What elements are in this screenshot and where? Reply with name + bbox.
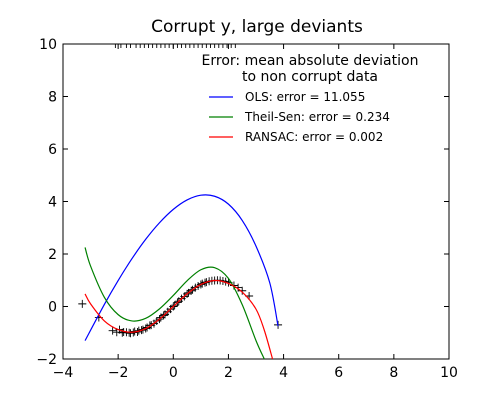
legend-label: OLS: error = 11.055 — [245, 90, 365, 104]
corrupt-point — [148, 44, 157, 48]
corrupt-point — [156, 44, 165, 48]
series-line-0 — [84, 194, 279, 341]
corrupt-point — [169, 44, 178, 48]
series-line-2 — [84, 279, 274, 359]
corrupt-point — [144, 44, 153, 48]
corrupt-point — [165, 44, 174, 48]
corrupt-point — [161, 44, 170, 48]
data-point — [238, 286, 247, 295]
y-tick-label: 4 — [48, 195, 57, 211]
corrupt-point — [227, 44, 236, 48]
x-tick-label: 2 — [224, 365, 233, 381]
x-tick-label: 6 — [334, 365, 343, 381]
corrupt-point — [202, 44, 211, 48]
y-tick-label: 8 — [48, 90, 57, 106]
corrupt-point — [198, 44, 207, 48]
y-tick-label: −2 — [36, 352, 57, 368]
x-tick-label: 4 — [279, 365, 288, 381]
legend-title: Error: mean absolute deviation — [202, 53, 419, 69]
legend-label: Theil-Sen: error = 0.234 — [244, 110, 390, 124]
x-tick-label: 0 — [169, 365, 178, 381]
y-tick-label: 2 — [48, 247, 57, 263]
corrupt-point — [140, 44, 149, 48]
data-point — [78, 299, 87, 308]
corrupt-point — [136, 44, 145, 48]
corrupt-point — [126, 44, 135, 48]
x-tick-label: 10 — [440, 365, 458, 381]
chart-title: Corrupt y, large deviants — [151, 17, 363, 37]
corrupt-point — [116, 44, 125, 48]
data-point — [108, 326, 117, 335]
corrupt-point — [122, 44, 131, 48]
y-tick-label: 10 — [39, 37, 57, 53]
y-tick-label: 6 — [48, 142, 57, 158]
corrupt-point — [111, 44, 120, 48]
corrupt-point — [185, 44, 194, 48]
corrupt-point — [189, 44, 198, 48]
series-line-1 — [84, 247, 265, 359]
corrupt-point — [218, 44, 227, 48]
x-tick-label: −2 — [108, 365, 129, 381]
legend-title: to non corrupt data — [242, 69, 378, 85]
y-tick-label: 0 — [48, 300, 57, 316]
x-tick-label: −4 — [53, 365, 74, 381]
corrupt-point — [152, 44, 161, 48]
corrupt-point — [210, 44, 219, 48]
corrupt-point — [223, 44, 232, 48]
data-layer — [78, 44, 283, 359]
corrupt-point — [132, 44, 141, 48]
corrupt-point — [173, 44, 182, 48]
corrupt-point — [194, 44, 203, 48]
data-point — [118, 328, 127, 337]
corrupt-point — [214, 44, 223, 48]
legend-label: RANSAC: error = 0.002 — [245, 130, 383, 144]
corrupt-point — [181, 44, 190, 48]
corrupt-point — [231, 44, 240, 48]
corrupt-point — [177, 44, 186, 48]
x-tick-label: 8 — [389, 365, 398, 381]
corrupt-point — [206, 44, 215, 48]
